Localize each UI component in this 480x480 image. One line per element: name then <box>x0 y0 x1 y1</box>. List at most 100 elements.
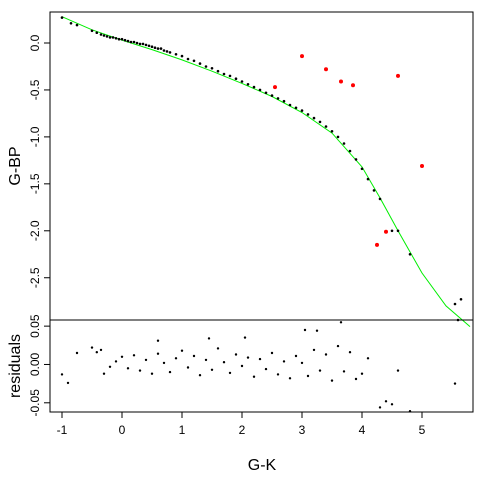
data-point-44 <box>264 91 268 95</box>
outlier-point-5 <box>396 73 400 78</box>
data-point-64 <box>390 229 394 233</box>
data-point-33 <box>198 62 202 65</box>
data-point-19 <box>141 42 145 46</box>
residual-point-18 <box>174 357 178 360</box>
main-panel: 0.0 -0.5 -1.0 -1.5 -2.0 -2.5 G-BP <box>7 11 474 327</box>
data-point-42 <box>252 85 256 89</box>
data-point-45 <box>270 94 274 97</box>
residual-point-3 <box>90 346 94 349</box>
data-point-9 <box>111 36 115 39</box>
residual-point-42 <box>318 369 322 372</box>
data-point-36 <box>216 69 220 73</box>
data-point-35 <box>210 67 214 70</box>
residual-point-37 <box>288 377 292 380</box>
x-tick-label-3: 2 <box>239 423 246 437</box>
residuals-panel: 0.05 0.00 -0.05 residuals <box>7 314 474 416</box>
data-point-58 <box>348 149 352 153</box>
data-point-53 <box>318 120 322 124</box>
data-point-13 <box>123 38 127 42</box>
data-point-63 <box>378 197 382 201</box>
data-point-26 <box>162 49 166 52</box>
residual-point-59 <box>303 328 307 332</box>
data-point-27 <box>165 50 169 53</box>
data-point-56 <box>336 135 340 139</box>
data-point-23 <box>153 46 157 49</box>
main-y-tick-label-4: -2.0 <box>28 220 42 241</box>
residual-point-47 <box>348 351 352 354</box>
data-point-3 <box>90 29 94 33</box>
residual-point-45 <box>336 344 340 348</box>
main-y-tick-label-5: -2.5 <box>28 267 42 288</box>
residual-point-13 <box>144 358 148 362</box>
data-point-11 <box>117 37 121 41</box>
data-point-14 <box>126 39 130 43</box>
residual-point-31 <box>252 375 256 378</box>
x-tick-label-1: 0 <box>119 423 126 437</box>
outlier-point-3 <box>339 79 343 84</box>
data-point-37 <box>222 72 226 76</box>
residual-point-62 <box>156 339 160 342</box>
residual-point-30 <box>246 356 250 359</box>
data-point-1 <box>69 22 73 25</box>
data-point-30 <box>180 54 184 58</box>
data-point-55 <box>330 130 334 133</box>
x-tick-label-5: 4 <box>359 423 366 437</box>
outlier-point-2 <box>324 67 328 72</box>
data-point-29 <box>174 53 178 56</box>
residuals-points-layer <box>60 321 457 413</box>
data-point-43 <box>258 88 262 92</box>
residual-point-38 <box>294 354 298 358</box>
data-point-67 <box>453 302 457 306</box>
data-point-4 <box>95 31 99 34</box>
residual-point-24 <box>210 368 214 371</box>
x-tick-label-4: 3 <box>299 423 306 437</box>
x-tick-label-6: 5 <box>419 423 426 437</box>
residual-point-7 <box>108 365 112 368</box>
residual-point-32 <box>258 357 262 361</box>
data-point-41 <box>246 83 250 86</box>
main-y-tick-label-0: 0.0 <box>28 34 42 51</box>
residual-point-19 <box>180 349 184 352</box>
residual-point-46 <box>342 370 346 373</box>
data-point-51 <box>306 113 310 116</box>
data-point-0 <box>60 16 64 19</box>
outlier-point-6 <box>420 164 424 168</box>
residual-point-55 <box>408 410 412 413</box>
residual-point-44 <box>330 379 334 382</box>
data-point-25 <box>159 47 163 50</box>
data-point-50 <box>300 109 304 112</box>
residuals-y-tick-label-1: 0.00 <box>28 352 42 376</box>
data-point-18 <box>138 42 142 46</box>
data-point-68 <box>459 298 463 301</box>
data-point-2 <box>75 23 79 27</box>
residual-point-57 <box>315 329 319 332</box>
main-y-axis-title: G-BP <box>7 146 24 185</box>
main-y-tick-label-3: -1.5 <box>28 173 42 194</box>
residual-point-53 <box>390 403 394 406</box>
residual-point-48 <box>354 377 358 381</box>
data-point-24 <box>156 47 160 50</box>
residual-point-0 <box>60 373 64 376</box>
residual-point-34 <box>270 351 274 355</box>
residual-point-58 <box>339 321 343 324</box>
data-point-20 <box>144 43 148 47</box>
residual-point-22 <box>198 374 202 377</box>
residual-point-29 <box>240 364 244 368</box>
residual-point-43 <box>324 353 328 356</box>
residuals-y-axis-title: residuals <box>7 334 24 398</box>
residual-point-2 <box>75 351 79 355</box>
residual-point-23 <box>204 358 208 362</box>
data-point-40 <box>240 80 244 83</box>
x-tick-label-2: 1 <box>179 423 186 437</box>
data-point-17 <box>135 41 139 45</box>
data-point-60 <box>360 167 364 171</box>
main-y-axis: 0.0 -0.5 -1.0 -1.5 -2.0 -2.5 <box>28 34 50 288</box>
residual-point-26 <box>222 361 226 364</box>
main-y-tick-label-2: -1.0 <box>28 126 42 147</box>
residual-point-1 <box>66 381 70 385</box>
data-point-32 <box>192 59 196 63</box>
residual-point-17 <box>168 370 172 374</box>
residual-point-10 <box>126 367 130 370</box>
residual-point-6 <box>102 372 106 375</box>
